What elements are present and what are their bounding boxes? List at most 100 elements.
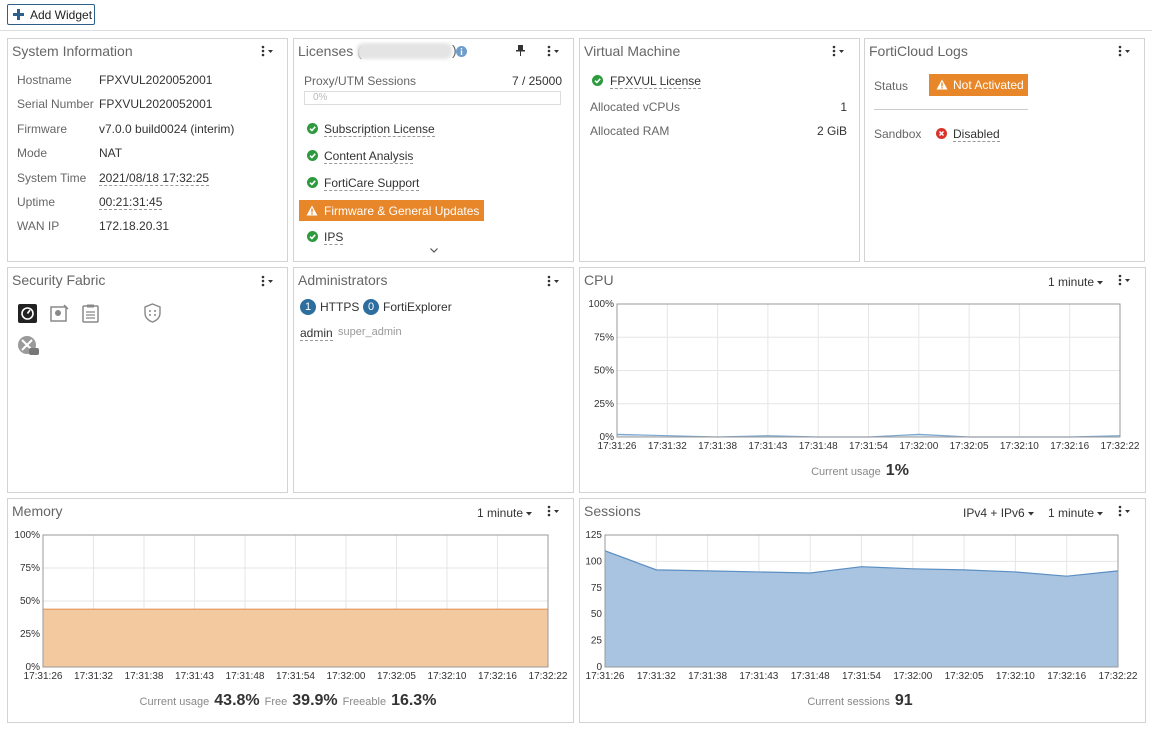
chart-control[interactable]: 1 minute: [1048, 506, 1095, 520]
admin-count: 0: [363, 299, 379, 315]
widget-menu[interactable]: [260, 275, 276, 287]
info-label: Serial Number: [17, 97, 94, 112]
expand-chevron[interactable]: [430, 248, 438, 253]
security-fabric-widget: Security Fabric: [7, 267, 288, 493]
info-label: Uptime: [17, 195, 56, 209]
widget-menu[interactable]: [546, 505, 562, 517]
title-end: ): [452, 42, 457, 58]
info-value: v7.0.0 build0024 (interim): [99, 121, 235, 136]
info-value: FPXVUL2020052001: [99, 97, 213, 112]
info-icon[interactable]: [456, 46, 467, 57]
license-warning-bg: [299, 200, 484, 221]
license-item[interactable]: Subscription License: [324, 122, 435, 137]
fabric-icon[interactable]: [18, 304, 37, 323]
dropdown-caret[interactable]: [1028, 512, 1034, 516]
admin-role: super_admin: [338, 326, 402, 338]
vm-license[interactable]: FPXVUL License: [610, 74, 701, 89]
widget-menu[interactable]: [546, 45, 562, 57]
sessions-label: Proxy/UTM Sessions: [304, 74, 417, 88]
panel-title: Memory: [12, 503, 63, 519]
fabric-icon[interactable]: [143, 303, 162, 323]
info-label: System Time: [17, 170, 87, 185]
plus-icon[interactable]: [13, 9, 24, 20]
sessions-bar: 0%: [304, 91, 561, 105]
panel-title: CPU: [584, 272, 614, 288]
summary-value: 91: [894, 692, 913, 709]
info-label: Hostname: [17, 73, 72, 87]
pin-icon[interactable]: [516, 45, 525, 56]
summary-value: 43.8%: [214, 692, 260, 709]
widget-menu[interactable]: [260, 45, 276, 57]
vm-value: 2 GiB: [816, 124, 847, 138]
widget-menu[interactable]: [1117, 45, 1133, 57]
info-value: 172.18.20.31: [99, 219, 170, 234]
licenses-widget: Licenses (: [293, 38, 574, 262]
ok-icon: [307, 177, 318, 188]
toolbar-divider: [0, 30, 1152, 31]
status-label: Status: [874, 79, 909, 93]
admin-user[interactable]: admin: [300, 326, 333, 341]
disabled-icon: [936, 128, 947, 139]
fabric-icon[interactable]: [50, 304, 69, 323]
info-value[interactable]: 00:21:31:45: [99, 195, 163, 210]
fabric-icon[interactable]: [17, 335, 39, 355]
chart-summary: Current usage 43.8% Free 39.9% Freeable 16.3%: [7, 692, 574, 710]
chart-control[interactable]: 1 minute: [1048, 275, 1095, 289]
summary-label: Current usage: [139, 696, 210, 708]
dropdown-caret[interactable]: [1097, 512, 1103, 516]
admin-count: 1: [300, 299, 316, 315]
warning-icon: [936, 79, 948, 90]
virtual-machine-widget: Virtual Machine: [579, 38, 860, 262]
summary-label: Current usage: [811, 466, 881, 478]
sessions-bar-label: 0%: [313, 92, 328, 103]
ok-icon: [307, 123, 318, 134]
ok-icon: [307, 150, 318, 161]
license-item[interactable]: IPS: [324, 230, 344, 245]
info-label: WAN IP: [17, 219, 60, 234]
chart-widget: Sessions: [579, 498, 1146, 723]
summary-value: 39.9%: [292, 692, 338, 709]
dropdown-caret[interactable]: [526, 512, 532, 516]
info-value: FPXVUL2020052001: [99, 73, 213, 87]
license-item[interactable]: FortiCare Support: [324, 176, 420, 191]
summary-label: Current sessions: [807, 696, 890, 708]
administrators-widget: Administrators: [293, 267, 574, 493]
widget-menu[interactable]: [831, 45, 847, 57]
summary-label: Freeable: [342, 696, 387, 708]
panel-title: System Information: [12, 43, 133, 59]
chart-control[interactable]: 1 minute: [477, 506, 524, 520]
sandbox-value[interactable]: Disabled: [953, 127, 1000, 142]
chart-summary: Current sessions 91: [579, 692, 1146, 710]
summary-value: 16.3%: [391, 692, 437, 709]
summary-label: Free: [264, 696, 288, 708]
license-item[interactable]: Content Analysis: [324, 149, 414, 164]
panel-title: Licenses (: [298, 43, 362, 59]
admin-session: FortiExplorer: [383, 300, 452, 314]
add-widget-button[interactable]: Add Widget: [7, 4, 95, 25]
chart-summary: Current usage 1%: [579, 462, 1146, 480]
info-label: Firmware: [17, 121, 67, 136]
chart-control[interactable]: IPv4 + IPv6: [963, 506, 1025, 520]
widget-menu[interactable]: [546, 275, 562, 287]
panel-title: FortiCloud Logs: [869, 43, 968, 59]
forticloud-logs-widget: FortiCloud Logs: [864, 38, 1145, 262]
admin-session: HTTPS: [320, 300, 360, 314]
dropdown-caret[interactable]: [1097, 281, 1103, 285]
widget-menu[interactable]: [1117, 505, 1133, 517]
sessions-value: 7 / 25000: [511, 74, 562, 88]
fabric-icon[interactable]: [81, 304, 100, 323]
chart-widget: CPU: [579, 267, 1146, 493]
status-badge: [929, 74, 1028, 96]
panel-title: Virtual Machine: [584, 43, 681, 59]
divider: [874, 109, 1028, 110]
blurred-serial: [357, 43, 452, 59]
vm-label: Allocated RAM: [590, 124, 670, 138]
info-value[interactable]: 2021/08/18 17:32:25: [99, 170, 210, 186]
info-value: NAT: [99, 146, 123, 161]
widget-menu[interactable]: [1117, 274, 1133, 286]
ok-icon: [592, 75, 603, 86]
panel-title: Security Fabric: [12, 272, 106, 288]
summary-value: 1%: [885, 462, 909, 479]
license-item[interactable]: Firmware & General Updates: [324, 204, 480, 218]
